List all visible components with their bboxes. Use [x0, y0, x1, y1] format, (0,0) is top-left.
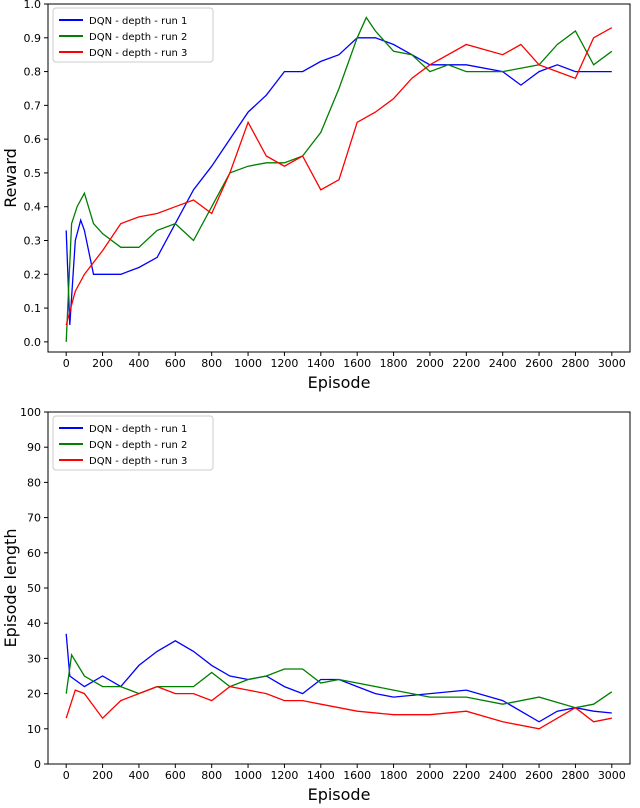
y-tick-label: 10 [27, 723, 41, 736]
x-tick-label: 200 [92, 769, 113, 782]
legend-label: DQN - depth - run 2 [89, 440, 187, 451]
y-tick-label: 80 [27, 476, 41, 489]
x-tick-label: 2200 [452, 769, 480, 782]
y-tick-label: 0.1 [24, 302, 42, 315]
x-tick-label: 2800 [561, 769, 589, 782]
legend-label: DQN - depth - run 3 [89, 48, 187, 59]
x-tick-label: 2000 [416, 357, 444, 370]
x-tick-label: 0 [63, 357, 70, 370]
x-tick-label: 2600 [525, 769, 553, 782]
x-tick-label: 1000 [234, 357, 262, 370]
x-tick-label: 400 [128, 769, 149, 782]
x-tick-label: 800 [201, 769, 222, 782]
x-tick-label: 2200 [452, 357, 480, 370]
y-tick-label: 0.3 [24, 235, 42, 248]
y-tick-label: 20 [27, 688, 41, 701]
legend-label: DQN - depth - run 1 [89, 424, 187, 435]
x-tick-label: 1800 [380, 769, 408, 782]
x-tick-label: 1400 [307, 357, 335, 370]
x-tick-label: 600 [165, 357, 186, 370]
y-tick-label: 40 [27, 617, 41, 630]
line [65, 633, 612, 723]
y-axis-label: Episode length [1, 529, 20, 648]
y-tick-label: 0.6 [24, 133, 42, 146]
x-tick-label: 3000 [598, 357, 626, 370]
line [65, 685, 612, 730]
x-axis-label: Episode [308, 373, 371, 392]
x-tick-label: 1600 [343, 357, 371, 370]
plot-frame [47, 3, 631, 353]
line [65, 653, 613, 709]
y-tick-label: 60 [27, 547, 41, 560]
line [65, 27, 613, 326]
x-tick-label: 400 [128, 357, 149, 370]
x-tick-label: 1200 [270, 769, 298, 782]
line [65, 37, 612, 326]
y-tick-label: 1.0 [24, 0, 42, 11]
y-tick-label: 0.8 [24, 66, 42, 79]
x-tick-label: 0 [63, 769, 70, 782]
y-tick-label: 0.2 [24, 268, 42, 281]
y-tick-label: 0.7 [24, 99, 42, 112]
x-tick-label: 1400 [307, 769, 335, 782]
x-axis-label: Episode [308, 785, 371, 804]
legend-label: DQN - depth - run 1 [89, 16, 187, 27]
x-tick-label: 2600 [525, 357, 553, 370]
y-tick-label: 0.9 [24, 32, 42, 45]
x-tick-label: 1200 [270, 357, 298, 370]
y-tick-label: 100 [20, 406, 41, 419]
y-tick-label: 0.5 [24, 167, 42, 180]
legend-box [52, 7, 214, 63]
y-tick-label: 0.0 [24, 336, 42, 349]
legend-label: DQN - depth - run 3 [89, 456, 187, 467]
x-tick-label: 800 [201, 357, 222, 370]
x-tick-label: 2800 [561, 357, 589, 370]
y-tick-label: 0 [34, 758, 41, 771]
legend-box [52, 415, 214, 471]
x-tick-label: 2400 [489, 769, 517, 782]
x-tick-label: 1000 [234, 769, 262, 782]
x-tick-label: 2400 [489, 357, 517, 370]
x-tick-label: 200 [92, 357, 113, 370]
y-tick-label: 30 [27, 652, 41, 665]
x-tick-label: 3000 [598, 769, 626, 782]
y-tick-label: 90 [27, 441, 41, 454]
legend-label: DQN - depth - run 2 [89, 32, 187, 43]
y-axis-label: Reward [1, 148, 20, 208]
x-tick-label: 2000 [416, 769, 444, 782]
y-tick-label: 50 [27, 582, 41, 595]
x-tick-label: 600 [165, 769, 186, 782]
y-tick-label: 0.4 [24, 201, 42, 214]
y-tick-label: 70 [27, 512, 41, 525]
x-tick-label: 1800 [380, 357, 408, 370]
x-tick-label: 1600 [343, 769, 371, 782]
